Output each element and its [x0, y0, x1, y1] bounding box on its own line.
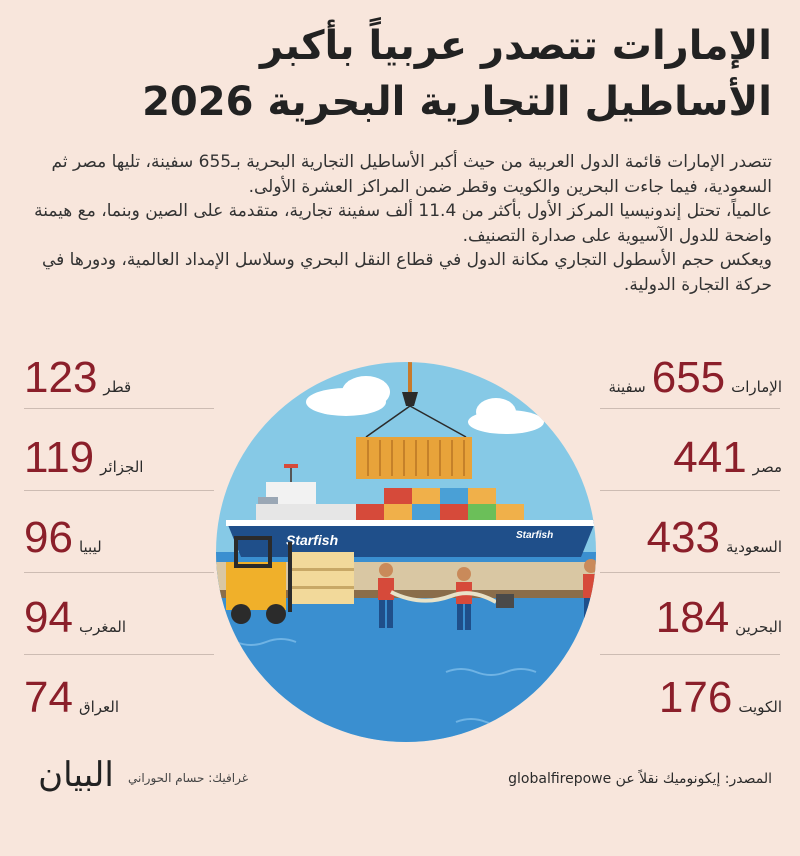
ship-name-label-small: Starfish [516, 530, 553, 541]
divider [600, 654, 780, 655]
ship-count: 184 [655, 593, 730, 642]
ship-count: 96 [24, 513, 73, 562]
crate-icon [292, 552, 354, 604]
stat-iraq: العراق 74 [24, 668, 119, 728]
country-name: قطر [103, 378, 132, 396]
source-note: المصدر: إيكونوميك نقلاً عن globalfirepow… [508, 771, 772, 787]
country-name: ليبيا [78, 538, 102, 556]
bollard-icon [496, 594, 514, 608]
ship-count: 441 [673, 433, 747, 482]
divider [24, 572, 214, 573]
country-name: الجزائر [100, 458, 144, 476]
graphic-credit: غرافيك: حسام الحوراني [128, 771, 248, 785]
country-name: مصر [752, 458, 782, 476]
ship-count: 176 [658, 673, 733, 722]
stat-egypt: مصر 441 [673, 428, 782, 488]
ship-count: 119 [24, 433, 95, 482]
rope-icon [390, 590, 497, 604]
ship-count: 94 [24, 593, 73, 642]
albayan-logo: البيان [38, 755, 114, 795]
ship-count: 74 [24, 673, 73, 722]
stat-libya: ليبيا 96 [24, 508, 102, 568]
paragraph-1: تتصدر الإمارات قائمة الدول العربية من حي… [51, 152, 772, 197]
headline: الإمارات تتصدر عربياً بأكبر الأساطيل الت… [28, 18, 772, 130]
port-illustration: Starfish Starfish [216, 362, 596, 742]
country-name: الكويت [738, 698, 782, 716]
stat-kuwait: الكويت 176 [659, 668, 782, 728]
stat-saudi: السعودية 433 [647, 508, 782, 568]
cargo-ship-icon: Starfish Starfish [226, 464, 596, 557]
divider [24, 490, 214, 491]
stat-algeria: الجزائر 119 [24, 428, 143, 488]
country-name: المغرب [78, 618, 126, 636]
divider [600, 490, 780, 491]
divider [24, 654, 214, 655]
forklift-icon [226, 536, 354, 624]
unit-label: سفينة [608, 378, 646, 396]
ship-name-label: Starfish [286, 532, 338, 548]
country-name: البحرين [735, 618, 782, 636]
paragraph-3: ويعكس حجم الأسطول التجاري مكانة الدول في… [41, 250, 772, 295]
stat-bahrain: البحرين 184 [656, 588, 782, 648]
worker-icon [456, 567, 472, 630]
country-name: السعودية [725, 538, 782, 556]
ship-count: 655 [651, 353, 726, 402]
headline-line-1: الإمارات تتصدر عربياً بأكبر [260, 23, 772, 69]
intro-text: تتصدر الإمارات قائمة الدول العربية من حي… [28, 150, 772, 297]
worker-icon [378, 563, 394, 628]
cloud-icon [306, 376, 544, 434]
divider [600, 572, 780, 573]
divider [24, 408, 214, 409]
hanging-container-icon [356, 437, 472, 479]
stat-uae: الإمارات 655 سفينة [608, 348, 782, 408]
stat-qatar: قطر 123 [24, 348, 131, 408]
divider [600, 408, 780, 409]
country-name: العراق [78, 698, 120, 716]
country-name: الإمارات [731, 378, 782, 396]
headline-line-2: الأساطيل التجارية البحرية 2026 [142, 79, 772, 125]
ship-count: 123 [24, 353, 98, 402]
paragraph-2: عالمياً، تحتل إندونيسيا المركز الأول بأك… [34, 201, 772, 246]
crane-hook-icon [402, 392, 418, 406]
ship-count: 433 [646, 513, 720, 562]
stat-morocco: المغرب 94 [24, 588, 126, 648]
worker-icon [583, 559, 596, 628]
